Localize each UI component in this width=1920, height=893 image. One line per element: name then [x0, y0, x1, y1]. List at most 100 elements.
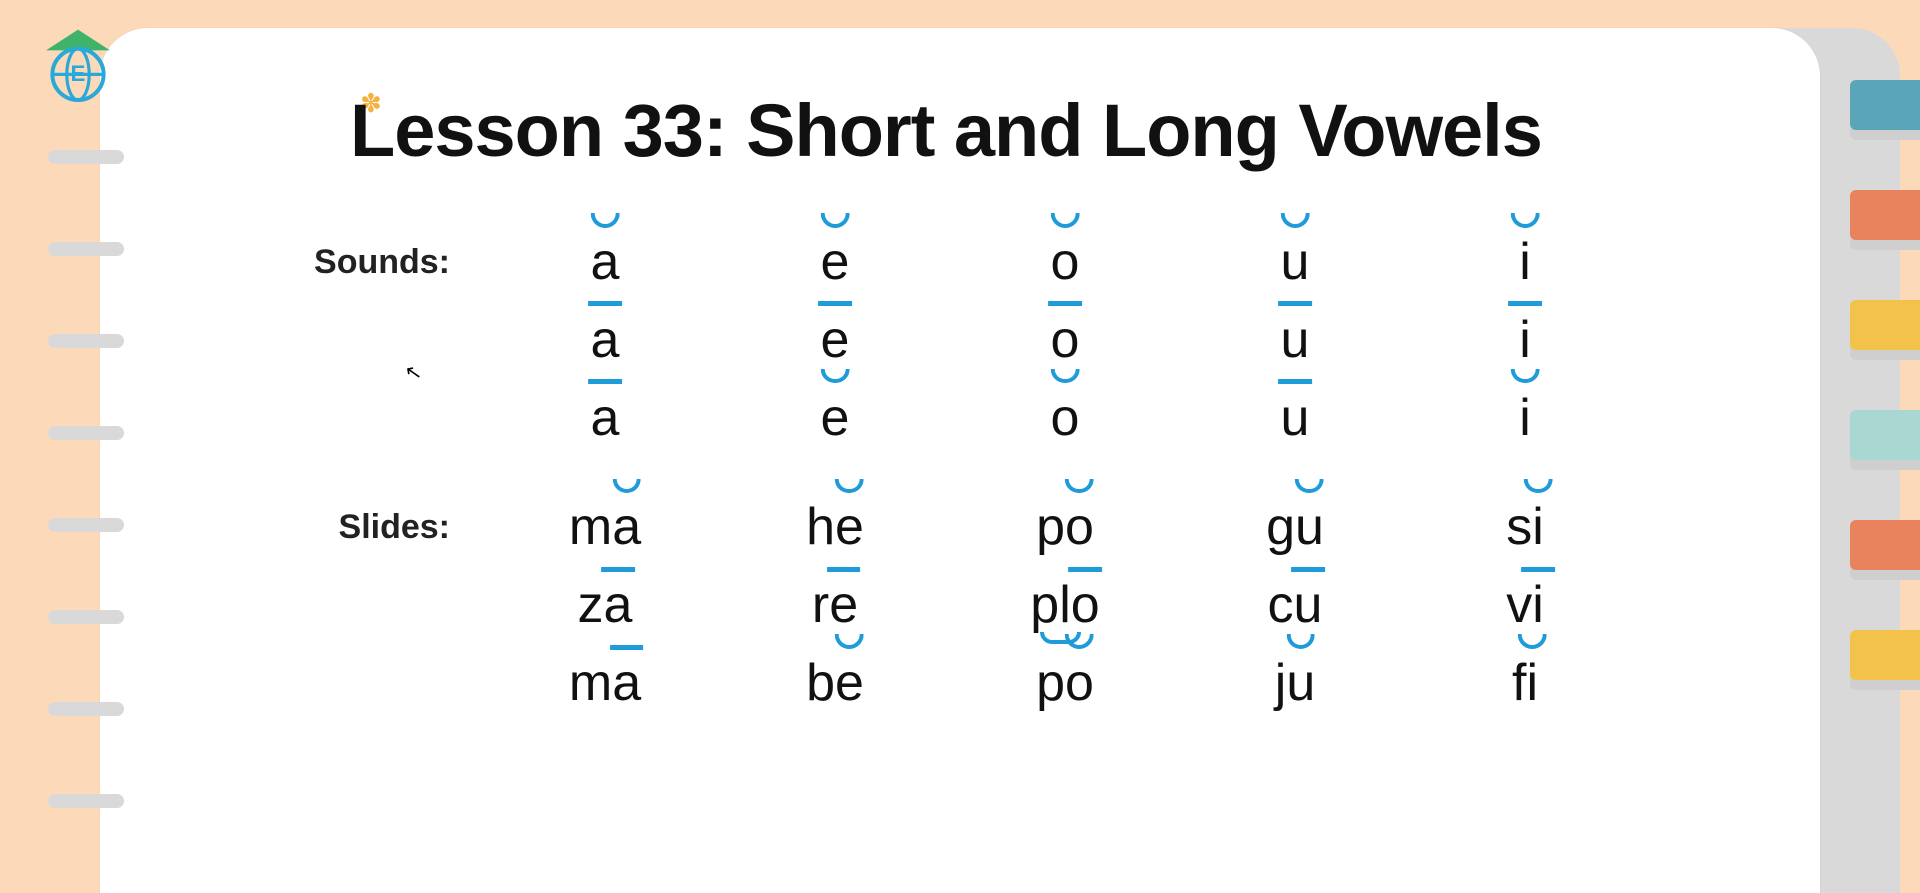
vowel-cell: be — [720, 654, 950, 714]
vowel-cell: u — [1180, 389, 1410, 449]
vowel-cell: po — [950, 654, 1180, 714]
notebook-tabs — [1850, 90, 1920, 750]
vowel-letter: e — [821, 233, 850, 293]
vowel-letter: a — [591, 389, 620, 449]
binder-ring — [48, 794, 124, 808]
vowel-cell: ju — [1180, 654, 1410, 714]
vowel-letter: u — [1295, 498, 1324, 558]
vowel-cell: e — [720, 233, 950, 293]
sounds-section: Sounds: a e o u i a e o u i a e o u i — [250, 233, 1770, 448]
binder-ring — [48, 426, 124, 440]
vowel-letter: e — [829, 576, 858, 636]
vowel-letter: i — [1532, 498, 1544, 558]
vowel-cell: he — [720, 498, 950, 558]
binder-ring — [48, 610, 124, 624]
vowel-letter: i — [1519, 233, 1531, 293]
vowel-letter: u — [1286, 654, 1315, 714]
breve-icon — [1051, 213, 1080, 228]
syllable-prefix: p — [1036, 654, 1065, 712]
syllable-prefix: g — [1266, 498, 1295, 556]
vowel-letter: o — [1065, 498, 1094, 558]
binder-ring — [48, 702, 124, 716]
vowel-letter: u — [1281, 233, 1310, 293]
breve-icon — [1511, 369, 1540, 384]
vowel-letter: i — [1526, 654, 1538, 714]
breve-icon — [821, 369, 850, 384]
vowel-cell: e — [720, 389, 950, 449]
notebook-tab[interactable] — [1850, 630, 1920, 680]
notebook-tab[interactable] — [1850, 410, 1920, 460]
vowel-letter: e — [821, 389, 850, 449]
vowel-letter: a — [591, 311, 620, 371]
syllable-prefix: j — [1275, 654, 1287, 712]
syllable-prefix: r — [812, 576, 829, 634]
vowel-letter: o — [1051, 233, 1080, 293]
vowel-letter: e — [835, 498, 864, 558]
vowel-cell: e — [720, 311, 950, 371]
notebook-tab-shadow — [1850, 530, 1920, 580]
syllable-prefix: v — [1506, 576, 1532, 634]
macron-icon — [1278, 379, 1312, 384]
vowel-letter: i — [1519, 311, 1531, 371]
macron-icon — [827, 567, 861, 572]
vowel-letter: o — [1071, 576, 1100, 636]
vowel-cell: u — [1180, 311, 1410, 371]
vowel-cell: i — [1410, 311, 1640, 371]
vowel-letter: a — [612, 654, 641, 714]
syllable-prefix: s — [1506, 498, 1532, 556]
breve-icon — [1524, 479, 1553, 494]
binder-ring — [48, 242, 124, 256]
vowel-cell: plo — [950, 576, 1180, 636]
notebook-tab[interactable] — [1850, 300, 1920, 350]
binder-ring — [48, 518, 124, 532]
notebook-tab[interactable] — [1850, 80, 1920, 130]
syllable-prefix: c — [1268, 576, 1294, 634]
vowel-letter: a — [591, 233, 620, 293]
vowel-letter: i — [1519, 389, 1531, 449]
svg-text:E: E — [71, 61, 86, 86]
syllable-prefix: m — [569, 654, 612, 712]
binder-ring — [48, 334, 124, 348]
breve-icon — [1286, 634, 1315, 649]
vowel-letter: o — [1051, 311, 1080, 371]
page-title: Lesson 33: Short and Long Vowels — [350, 88, 1770, 173]
vowel-letter: u — [1281, 311, 1310, 371]
syllable-prefix: f — [1512, 654, 1526, 712]
macron-icon — [1278, 301, 1312, 306]
vowel-cell: re — [720, 576, 950, 636]
vowel-letter: u — [1281, 389, 1310, 449]
vowel-letter: o — [1051, 389, 1080, 449]
notebook-tab-shadow — [1850, 90, 1920, 140]
notebook-tab-shadow — [1850, 420, 1920, 470]
macron-icon — [610, 645, 644, 650]
vowel-letter: u — [1294, 576, 1323, 636]
breve-icon — [1281, 213, 1310, 228]
macron-icon — [588, 301, 622, 306]
macron-icon — [1068, 567, 1102, 572]
breve-icon — [1065, 479, 1094, 494]
breve-icon — [612, 479, 641, 494]
vowel-letter: e — [835, 654, 864, 714]
breve-icon — [1295, 479, 1324, 494]
notebook-tab-shadow — [1850, 200, 1920, 250]
breve-icon — [821, 213, 850, 228]
sections-container: Sounds:aeouiaeouiaeouiSlides:mahepogusiz… — [250, 233, 1770, 714]
macron-icon — [601, 567, 635, 572]
syllable-prefix: h — [806, 498, 835, 556]
macron-icon — [1521, 567, 1555, 572]
vowel-letter: o — [1065, 654, 1094, 714]
vowel-cell: i — [1410, 233, 1640, 293]
vowel-cell: si — [1410, 498, 1640, 558]
section-label: Slides: — [250, 498, 490, 713]
notebook-tab-shadow — [1850, 310, 1920, 360]
notebook-tab[interactable] — [1850, 520, 1920, 570]
section-label: Sounds: — [250, 233, 490, 448]
vowel-cell: fi — [1410, 654, 1640, 714]
notebook-tab[interactable] — [1850, 190, 1920, 240]
macron-icon — [1508, 301, 1542, 306]
binder-ring — [48, 150, 124, 164]
section-grid: mahepogusizareplocuvimabepojufi — [490, 498, 1640, 713]
macron-icon — [818, 301, 852, 306]
notebook-tab-shadow — [1850, 640, 1920, 690]
vowel-cell: vi — [1410, 576, 1640, 636]
